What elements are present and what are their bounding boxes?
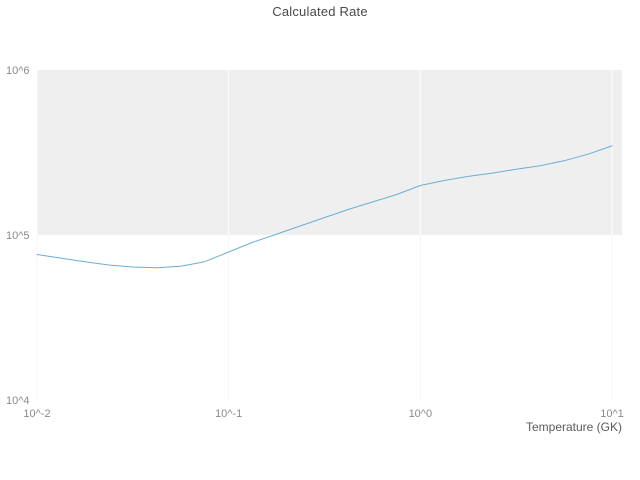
x-tick-label: 10^1 — [600, 408, 624, 420]
chart-title: Calculated Rate — [272, 4, 368, 19]
y-tick-label: 10^4 — [6, 395, 30, 407]
x-tick-label: 10^-1 — [215, 408, 242, 420]
rate-line — [36, 145, 613, 269]
x-tick-label: 10^0 — [409, 408, 433, 420]
y-tick-label: 10^6 — [6, 65, 30, 77]
x-tick-label: 10^-2 — [23, 408, 50, 420]
x-axis-label: Temperature (GK) — [525, 420, 622, 434]
y-tick-label: 10^5 — [6, 230, 30, 242]
highlight-band — [37, 70, 622, 235]
